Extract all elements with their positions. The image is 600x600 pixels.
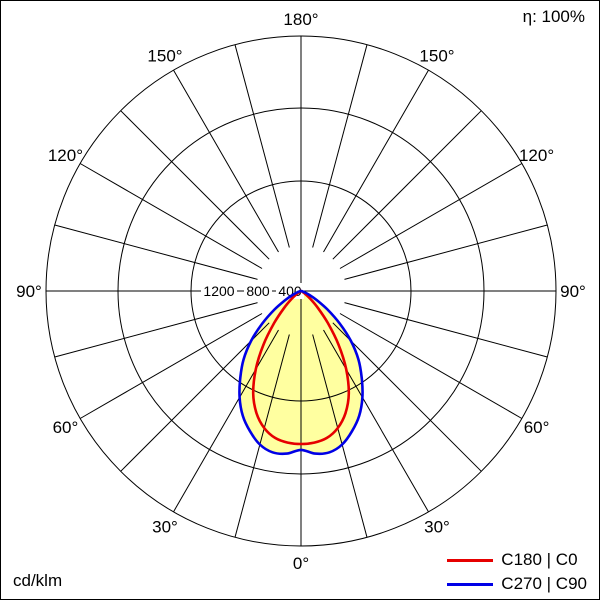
angle-label-0: 0° [293, 554, 309, 573]
grid-spoke [54, 302, 258, 358]
grid-spoke [173, 329, 279, 513]
grid-spoke [54, 224, 258, 280]
grid-spoke [323, 69, 429, 253]
grid-spoke [339, 313, 523, 419]
angle-label-30-left: 30° [152, 518, 178, 537]
angle-label-90-left: 90° [16, 282, 42, 301]
grid-spoke [79, 313, 263, 419]
legend: C180 | C0 C270 | C90 [447, 550, 587, 594]
curve-c180-c0 [251, 289, 351, 446]
grid-spoke [120, 322, 270, 472]
legend-label-c180-c0: C180 | C0 [501, 550, 578, 569]
grid-spoke [312, 334, 368, 538]
angle-label-120-right: 120° [519, 146, 554, 165]
grid-spoke [234, 334, 290, 538]
angle-label-60-right: 60° [524, 418, 550, 437]
unit-label: cd/klm [13, 571, 63, 590]
radial-tick-label-1200: 1200 [203, 283, 234, 299]
angle-label-180: 180° [283, 10, 318, 29]
grid-spoke [332, 110, 482, 260]
grid-spoke [344, 302, 548, 358]
legend-item-c180-c0: C180 | C0 [447, 550, 587, 570]
grid-spoke [312, 44, 368, 248]
legend-label-c270-c90: C270 | C90 [501, 574, 587, 593]
legend-item-c270-c90: C270 | C90 [447, 574, 587, 594]
angle-label-150-left: 150° [147, 46, 182, 65]
angle-label-60-left: 60° [53, 418, 79, 437]
angle-label-30-right: 30° [424, 518, 450, 537]
legend-line-red [447, 558, 494, 562]
grid-spoke [120, 110, 270, 260]
efficiency-label: η: 100% [522, 7, 585, 26]
grid-spoke [173, 69, 279, 253]
angle-label-150-right: 150° [419, 46, 454, 65]
curve-c270-c90 [238, 289, 364, 456]
angle-label-90-right: 90° [560, 282, 586, 301]
angle-label-120-left: 120° [48, 146, 83, 165]
radial-tick-label-800: 800 [246, 283, 270, 299]
radial-tick-backing [201, 283, 237, 299]
grid-spoke [323, 329, 429, 513]
grid-spoke [344, 224, 548, 280]
radial-tick-backing [244, 283, 272, 299]
grid-spoke [339, 163, 523, 269]
legend-line-blue [447, 582, 494, 586]
grid-spoke [332, 322, 482, 472]
grid-spoke [79, 163, 263, 269]
grid-spoke [234, 44, 290, 248]
